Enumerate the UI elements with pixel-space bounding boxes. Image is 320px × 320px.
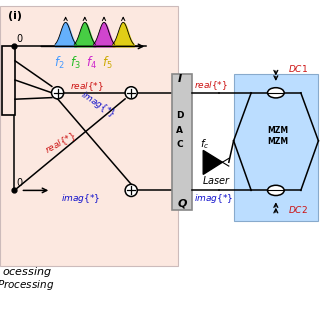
Text: $f_2$: $f_2$ [54, 55, 64, 71]
Text: $f_5$: $f_5$ [102, 55, 112, 71]
Text: $f_3$: $f_3$ [70, 55, 80, 71]
Circle shape [125, 87, 137, 99]
Text: $DC2$: $DC2$ [288, 204, 308, 215]
Bar [234, 74, 318, 221]
Text: C: C [176, 140, 183, 149]
Text: $imag\{*\}$: $imag\{*\}$ [194, 192, 233, 205]
Text: $f_4$: $f_4$ [86, 55, 97, 71]
Text: $imag\{*\}$: $imag\{*\}$ [78, 89, 118, 121]
Text: D: D [176, 111, 184, 120]
Text: MZM: MZM [267, 137, 288, 146]
Text: (i): (i) [8, 11, 22, 21]
Text: $DC1$: $DC1$ [288, 63, 308, 74]
Bar [172, 74, 192, 210]
Polygon shape [203, 150, 222, 174]
Text: $real\{*\}$: $real\{*\}$ [43, 130, 79, 157]
Ellipse shape [268, 88, 284, 98]
Text: A: A [176, 126, 183, 135]
Circle shape [125, 184, 137, 196]
Ellipse shape [268, 185, 284, 196]
Text: $imag\{*\}$: $imag\{*\}$ [61, 192, 100, 205]
Text: $real\{*\}$: $real\{*\}$ [70, 80, 104, 93]
Circle shape [52, 87, 64, 99]
Text: I: I [178, 74, 182, 84]
Text: $f_c$: $f_c$ [200, 137, 210, 151]
Text: MZM: MZM [267, 126, 288, 135]
Bar [2, 46, 15, 115]
Text: 0: 0 [16, 34, 22, 44]
Text: $Laser$: $Laser$ [202, 174, 231, 186]
Text: $\mathit{ocessing}$: $\mathit{ocessing}$ [2, 265, 52, 279]
Text: Q: Q [178, 198, 188, 208]
Text: $real\{*\}$: $real\{*\}$ [194, 79, 228, 92]
Text: 0: 0 [16, 178, 22, 188]
Text: $\mathit{Processing}$: $\mathit{Processing}$ [0, 278, 54, 292]
Bar [0, 6, 178, 266]
